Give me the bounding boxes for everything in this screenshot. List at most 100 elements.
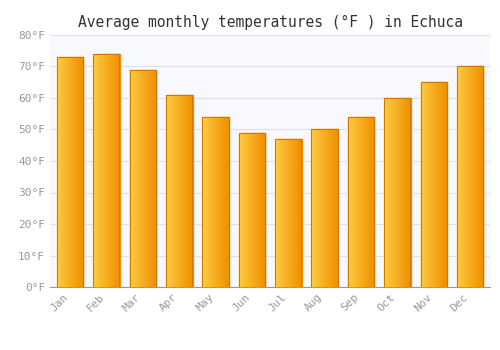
- Bar: [367, 117, 368, 287]
- Bar: [202, 117, 203, 287]
- Bar: [426, 82, 428, 287]
- Bar: [154, 70, 155, 287]
- Bar: [323, 130, 324, 287]
- Bar: [425, 82, 426, 287]
- Bar: [72, 57, 74, 287]
- Bar: [77, 57, 78, 287]
- Bar: [227, 117, 228, 287]
- Bar: [398, 98, 399, 287]
- Bar: [312, 130, 338, 287]
- Bar: [184, 95, 186, 287]
- Bar: [262, 133, 264, 287]
- Bar: [289, 139, 290, 287]
- Bar: [386, 98, 387, 287]
- Bar: [390, 98, 391, 287]
- Bar: [480, 66, 481, 287]
- Bar: [95, 54, 96, 287]
- Bar: [366, 117, 367, 287]
- Bar: [99, 54, 100, 287]
- Bar: [481, 66, 482, 287]
- Bar: [296, 139, 297, 287]
- Bar: [396, 98, 397, 287]
- Bar: [110, 54, 112, 287]
- Bar: [276, 139, 278, 287]
- Bar: [114, 54, 115, 287]
- Bar: [331, 130, 332, 287]
- Bar: [402, 98, 403, 287]
- Bar: [327, 130, 328, 287]
- Bar: [256, 133, 258, 287]
- Bar: [208, 117, 210, 287]
- Bar: [353, 117, 354, 287]
- Bar: [183, 95, 184, 287]
- Bar: [76, 57, 77, 287]
- Bar: [324, 130, 325, 287]
- Bar: [174, 95, 176, 287]
- Bar: [351, 117, 352, 287]
- Bar: [80, 57, 82, 287]
- Bar: [420, 82, 446, 287]
- Bar: [246, 133, 247, 287]
- Bar: [350, 117, 352, 287]
- Bar: [70, 57, 71, 287]
- Bar: [283, 139, 284, 287]
- Bar: [422, 82, 424, 287]
- Bar: [285, 139, 286, 287]
- Bar: [405, 98, 406, 287]
- Bar: [294, 139, 296, 287]
- Bar: [58, 57, 59, 287]
- Bar: [94, 54, 120, 287]
- Bar: [64, 57, 65, 287]
- Bar: [478, 66, 480, 287]
- Bar: [65, 57, 66, 287]
- Bar: [356, 117, 358, 287]
- Bar: [222, 117, 223, 287]
- Bar: [249, 133, 250, 287]
- Bar: [384, 98, 410, 287]
- Bar: [368, 117, 369, 287]
- Bar: [176, 95, 178, 287]
- Bar: [361, 117, 362, 287]
- Bar: [238, 133, 265, 287]
- Bar: [182, 95, 184, 287]
- Bar: [474, 66, 475, 287]
- Bar: [207, 117, 208, 287]
- Bar: [337, 130, 338, 287]
- Bar: [460, 66, 461, 287]
- Bar: [275, 139, 276, 287]
- Bar: [187, 95, 188, 287]
- Bar: [178, 95, 179, 287]
- Bar: [363, 117, 364, 287]
- Bar: [424, 82, 426, 287]
- Bar: [322, 130, 324, 287]
- Bar: [248, 133, 249, 287]
- Bar: [291, 139, 292, 287]
- Bar: [254, 133, 255, 287]
- Bar: [68, 57, 69, 287]
- Bar: [428, 82, 430, 287]
- Bar: [205, 117, 206, 287]
- Bar: [215, 117, 216, 287]
- Bar: [94, 54, 95, 287]
- Bar: [119, 54, 120, 287]
- Bar: [359, 117, 360, 287]
- Bar: [335, 130, 336, 287]
- Bar: [74, 57, 75, 287]
- Bar: [63, 57, 64, 287]
- Bar: [113, 54, 114, 287]
- Bar: [399, 98, 400, 287]
- Bar: [98, 54, 100, 287]
- Bar: [300, 139, 301, 287]
- Bar: [389, 98, 390, 287]
- Bar: [474, 66, 476, 287]
- Bar: [420, 82, 422, 287]
- Bar: [224, 117, 225, 287]
- Bar: [175, 95, 176, 287]
- Bar: [179, 95, 180, 287]
- Bar: [287, 139, 288, 287]
- Bar: [254, 133, 256, 287]
- Bar: [282, 139, 284, 287]
- Bar: [144, 70, 146, 287]
- Bar: [153, 70, 154, 287]
- Bar: [468, 66, 469, 287]
